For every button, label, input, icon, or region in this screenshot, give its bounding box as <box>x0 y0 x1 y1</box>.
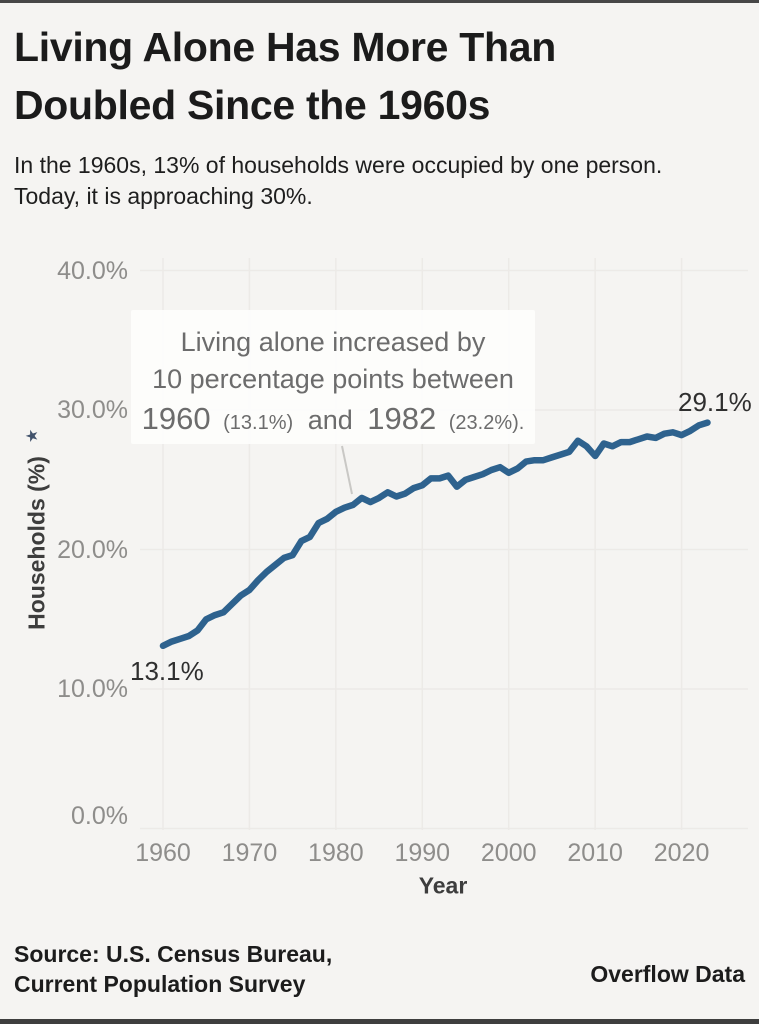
y-tick-label: 30.0% <box>57 396 128 424</box>
site-credit: Overflow Data <box>590 961 745 987</box>
annotation-line1: Living alone increased by <box>180 327 486 357</box>
x-tick-label: 1970 <box>221 839 278 867</box>
annotation-year-end: 1982 <box>367 401 437 436</box>
y-axis-title: Households (%) <box>23 456 50 630</box>
last-point-label: 29.1% <box>678 387 752 417</box>
page-title: Living Alone Has More Than Doubled Since… <box>14 24 556 128</box>
x-axis-title: Year <box>418 872 468 899</box>
top-border <box>0 0 759 3</box>
x-tick-label: 2000 <box>480 839 537 867</box>
annotation-line3: 1960 (13.1%) and 1982 (23.2%). <box>131 398 535 444</box>
page-subtitle: In the 1960s, 13% of households were occ… <box>14 152 663 209</box>
x-tick-label: 2020 <box>653 839 710 867</box>
pin-star-icon: ★ <box>22 426 42 447</box>
x-tick-label: 1980 <box>308 839 364 867</box>
annotation-leader-line <box>341 445 353 495</box>
x-tick-label: 2010 <box>567 839 623 867</box>
annotation-box: Living alone increased by 10 percentage … <box>131 310 535 444</box>
annotation-value-end: (23.2%). <box>448 412 525 434</box>
annotation-year-start: 1960 <box>141 401 211 436</box>
y-tick-label: 10.0% <box>57 675 128 703</box>
source-credit: Source: U.S. Census Bureau, Current Popu… <box>14 941 333 997</box>
x-tick-label: 1960 <box>135 839 191 867</box>
bottom-border <box>0 1019 759 1024</box>
first-point-label: 13.1% <box>130 656 204 686</box>
x-tick-label: 1990 <box>394 839 451 867</box>
y-tick-label: 20.0% <box>57 535 128 564</box>
y-tick-label: 0.0% <box>71 802 128 830</box>
annotation-connector: and <box>307 405 353 435</box>
annotation-value-start: (13.1%) <box>223 412 294 434</box>
annotation-line2: 10 percentage points between <box>152 364 514 394</box>
y-tick-label: 40.0% <box>57 256 128 285</box>
trend-line[interactable] <box>159 419 711 650</box>
